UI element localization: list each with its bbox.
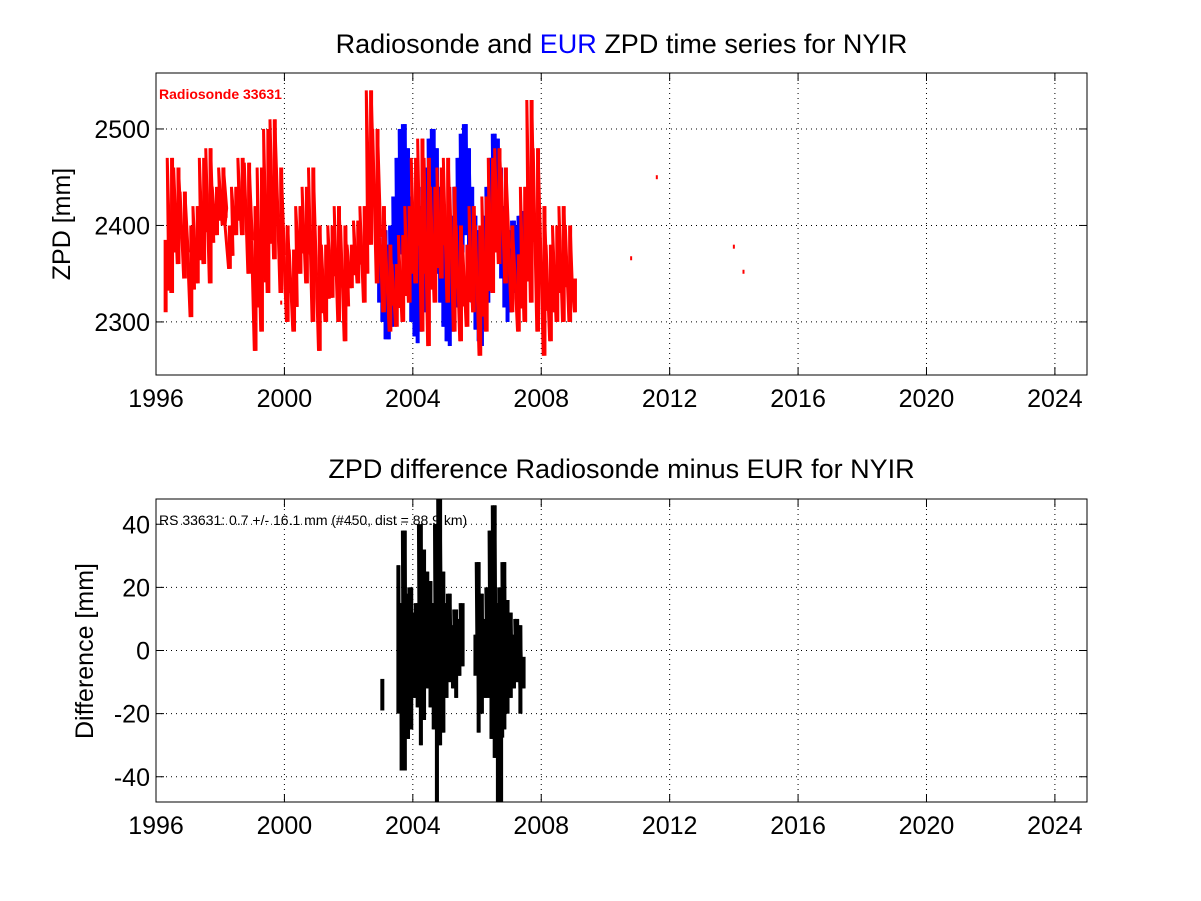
x-tick-label: 2004 (385, 385, 441, 413)
title-segment: Radiosonde and (336, 29, 540, 59)
data-point (280, 300, 283, 305)
data-layer (163, 90, 745, 356)
data-point (732, 244, 735, 249)
axes-frame (155, 72, 1088, 376)
title-segment: ZPD time series for NYIR (597, 29, 908, 59)
data-point (630, 256, 633, 261)
y-tick-label: -40 (114, 764, 150, 792)
title-segment: EUR (540, 29, 597, 59)
x-tick-label: 1996 (128, 812, 184, 840)
data-point (742, 269, 745, 274)
x-tick-label: 2024 (1027, 812, 1083, 840)
x-tick-label: 2020 (899, 385, 955, 413)
y-axis-label: ZPD [mm] (48, 168, 76, 281)
x-tick-label: 2012 (642, 385, 698, 413)
data-point (337, 228, 340, 233)
x-tick-label: 1996 (128, 385, 184, 413)
x-tick-label: 2000 (257, 385, 313, 413)
data-point (655, 175, 658, 180)
x-tick-label: 2016 (770, 812, 826, 840)
annotation: Radiosonde 33631 (159, 86, 282, 102)
x-tick-label: 2024 (1027, 385, 1083, 413)
x-tick-label: 2000 (257, 812, 313, 840)
data-layer (380, 499, 526, 802)
y-tick-label: 40 (122, 511, 150, 539)
series-1 (163, 90, 745, 356)
x-tick-label: 2008 (513, 812, 569, 840)
x-tick-label: 2012 (642, 812, 698, 840)
zpd-timeseries-panel: 1996 2000 2004 2008 2012 2016 2020 2024 2300 2400… (48, 29, 1088, 413)
x-tick-label: 2008 (513, 385, 569, 413)
chart-title: Radiosonde and EUR ZPD time series for N… (336, 29, 908, 59)
y-tick-label: 2300 (94, 309, 150, 337)
y-tick-label: 2400 (94, 212, 150, 240)
y-axis-label: Difference [mm] (71, 563, 99, 739)
x-tick-label: 2004 (385, 812, 441, 840)
data-point (225, 213, 228, 218)
chart-title: ZPD difference Radiosonde minus EUR for … (328, 454, 914, 484)
x-tick-label: 2020 (899, 812, 955, 840)
y-tick-label: 2500 (94, 116, 150, 144)
annotation: RS 33631: 0.7 +/- 16.1 mm (#450, dist = … (159, 512, 467, 528)
y-tick-label: 20 (122, 574, 150, 602)
y-tick-label: -20 (114, 701, 150, 729)
x-tick-label: 2016 (770, 385, 826, 413)
zpd-difference-panel: 1996 2000 2004 2008 2012 2016 2020 2024 -40 -20 0 2… (71, 454, 1088, 840)
series-0 (380, 499, 526, 802)
y-tick-label: 0 (136, 638, 150, 666)
